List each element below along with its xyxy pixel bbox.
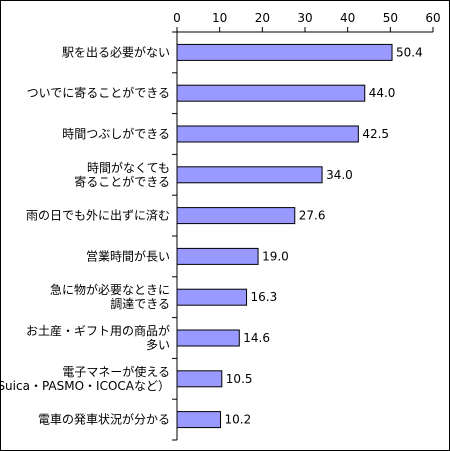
x-tick-label: 60 (425, 11, 440, 25)
category-labels: 駅を出る必要がないついでに寄ることができる時間つぶしができる時間がなくても寄るこ… (0, 44, 170, 426)
x-tick-label: 50 (383, 11, 398, 25)
category-label-line: 駅を出る必要がない (62, 44, 170, 59)
category-label-line: ついでに寄ることができる (27, 85, 170, 100)
data-label: 42.5 (362, 127, 389, 141)
category-label-line: 電子マネーが使える (62, 364, 170, 379)
category-label: お土産・ギフト用の商品が多い (26, 323, 170, 352)
category-label-line: 雨の日でも外に出ずに済む (26, 208, 170, 223)
bar (176, 370, 223, 388)
data-label: 10.5 (226, 372, 253, 386)
category-label-line: 時間がなくても (87, 160, 170, 175)
bar (176, 207, 296, 225)
data-label: 27.6 (299, 209, 326, 223)
category-label-line: 急に物が必要なときに (50, 282, 170, 297)
category-label: 時間がなくても寄ることができる (74, 160, 170, 189)
category-label: 時間つぶしができる (62, 126, 170, 141)
bar (176, 84, 366, 102)
category-label-line: 多い (146, 338, 170, 352)
category-label: 電子マネーが使える（Suica・PASMO・ICOCAなど） (0, 364, 170, 393)
bar (176, 247, 259, 265)
category-label: 営業時間が長い (86, 248, 170, 263)
bar (176, 166, 323, 184)
data-label: 14.6 (243, 331, 270, 345)
category-label-line: 電車の発車状況が分かる (38, 412, 170, 427)
category-label-line: 時間つぶしができる (62, 126, 170, 141)
bar (176, 43, 393, 61)
data-label: 19.0 (262, 249, 289, 263)
category-label-line: 営業時間が長い (86, 248, 170, 263)
data-label: 50.4 (396, 45, 423, 59)
data-label: 34.0 (326, 168, 353, 182)
category-label-line: 調達できる (110, 297, 170, 311)
category-label: 雨の日でも外に出ずに済む (26, 208, 170, 223)
data-label: 16.3 (251, 290, 278, 304)
data-label: 10.2 (225, 413, 252, 427)
bar (176, 329, 240, 347)
category-label: 電車の発車状況が分かる (38, 412, 170, 427)
category-label-line: （Suica・PASMO・ICOCAなど） (0, 379, 170, 393)
category-label: 駅を出る必要がない (62, 44, 170, 59)
category-label: 急に物が必要なときに調達できる (50, 282, 170, 311)
category-label-line: お土産・ギフト用の商品が (26, 323, 170, 338)
bar (176, 411, 222, 429)
category-label: ついでに寄ることができる (27, 85, 170, 100)
x-tick-label: 10 (212, 11, 227, 25)
bars: 50.4 44.0 42.5 34.0 27.6 19.0 16.3 14.6 10.5 10.2 (176, 43, 423, 429)
x-tick-label: 0 (173, 11, 181, 25)
x-tick-label: 20 (255, 11, 270, 25)
category-label-line: 寄ることができる (74, 174, 170, 189)
x-tick-label: 30 (297, 11, 312, 25)
bar (176, 288, 248, 306)
bar (176, 125, 359, 143)
data-label: 44.0 (369, 86, 396, 100)
x-tick-label: 40 (340, 11, 355, 25)
